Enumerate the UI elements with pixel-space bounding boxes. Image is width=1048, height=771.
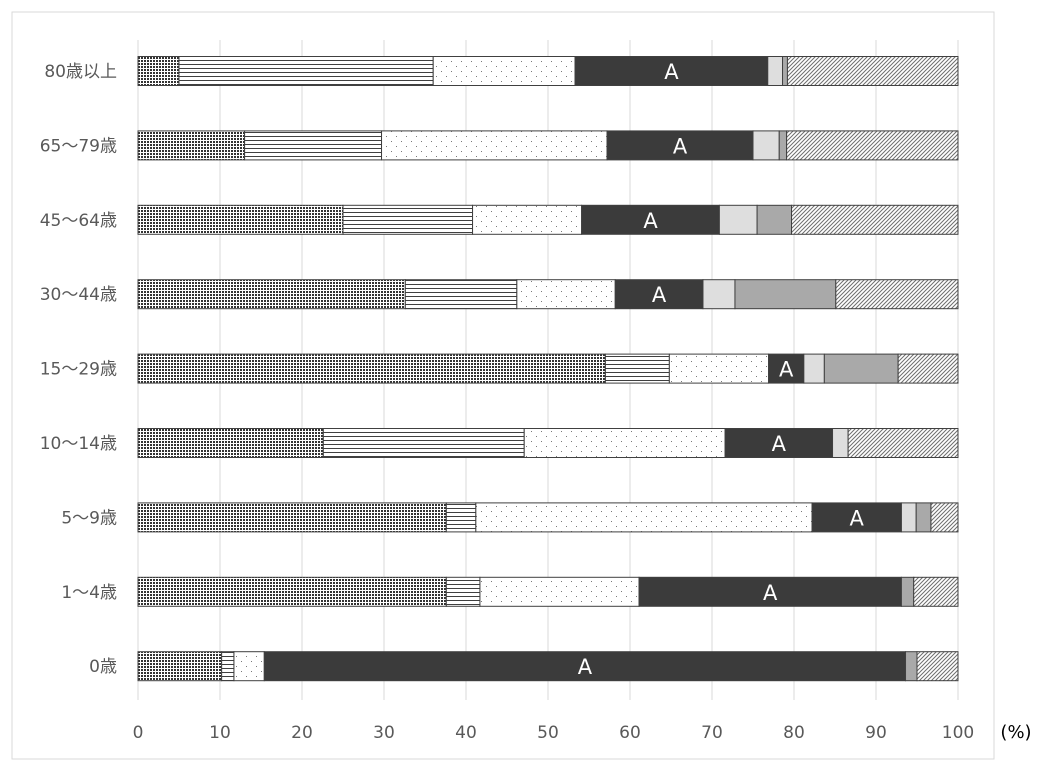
- x-tick-label: 0: [133, 723, 144, 743]
- bar-segment-horizontal-lines: [244, 130, 383, 161]
- segment-label: A: [652, 283, 667, 307]
- x-tick-label: 40: [455, 723, 477, 743]
- x-tick-label: 20: [291, 723, 313, 743]
- segment-label: A: [850, 506, 865, 530]
- bar-segment-mid-gray: [823, 353, 899, 384]
- category-label: 5〜9歳: [61, 508, 117, 528]
- bar-segment-dense-dots: [137, 279, 406, 310]
- x-tick-label: 60: [619, 723, 641, 743]
- bar-segment-diagonal-hatch: [791, 204, 959, 235]
- bar-segment-mid-gray: [756, 204, 793, 235]
- bar-segment-sparse-dots: [516, 279, 616, 310]
- bar-segment-diagonal-hatch: [897, 353, 959, 384]
- category-label: 10〜14歳: [40, 434, 117, 454]
- segment-label: A: [664, 60, 679, 84]
- bar-segment-light-gray: [718, 204, 758, 235]
- bars: A A A A A A A A A: [137, 56, 959, 682]
- bar-segment-light-gray: [767, 56, 784, 86]
- segment-label: A: [772, 432, 787, 456]
- bar-segment-mid-gray: [900, 576, 915, 607]
- segment-label: A: [673, 134, 688, 158]
- bar-segment-diagonal-hatch: [847, 428, 959, 458]
- x-tick-label: 100: [942, 723, 974, 743]
- bar-segment-light-gray: [702, 279, 736, 310]
- category-label: 15〜29歳: [40, 360, 117, 380]
- bar-segment-solid-black: [724, 428, 834, 458]
- bar-segment-sparse-dots: [432, 56, 576, 86]
- bar-segment-dense-dots: [137, 651, 223, 682]
- bar-segment-diagonal-hatch: [916, 651, 959, 682]
- bar-segment-horizontal-lines: [178, 56, 434, 86]
- bar-segment-diagonal-hatch: [913, 576, 959, 607]
- category-label: 45〜64歳: [40, 211, 117, 231]
- bar-segment-horizontal-lines: [322, 428, 525, 458]
- bar-segment-sparse-dots: [381, 130, 608, 161]
- bar-segment-sparse-dots: [523, 428, 726, 458]
- bar-segment-diagonal-hatch: [930, 502, 959, 533]
- category-label: 80歳以上: [44, 62, 117, 82]
- segment-label: A: [643, 209, 658, 233]
- bar-segment-solid-black: [606, 130, 754, 161]
- x-tick-label: 30: [373, 723, 395, 743]
- bar-segment-sparse-dots: [472, 204, 583, 235]
- bar-segment-horizontal-lines: [445, 502, 477, 533]
- category-label: 30〜44歳: [40, 285, 117, 305]
- bar-segment-dense-dots: [137, 502, 447, 533]
- x-tick-label: 70: [701, 723, 723, 743]
- x-tick-labels: 0 10 20 30 40 50 60 70 80 90 100: [133, 723, 975, 743]
- bar-segment-mid-gray: [905, 651, 918, 682]
- bar-segment-horizontal-lines: [445, 576, 481, 607]
- bar-segment-mid-gray: [915, 502, 932, 533]
- bar-segment-sparse-dots: [233, 651, 265, 682]
- segment-label: A: [779, 358, 794, 382]
- bar-segment-dense-dots: [137, 56, 180, 86]
- bar-segment-diagonal-hatch: [786, 56, 959, 86]
- x-tick-label: 50: [537, 723, 559, 743]
- bar-segment-diagonal-hatch: [786, 130, 959, 161]
- bar-segment-horizontal-lines: [604, 353, 670, 384]
- category-label: 1〜4歳: [61, 583, 117, 603]
- bar-segment-dense-dots: [137, 576, 447, 607]
- bar-segment-solid-black: [614, 279, 704, 310]
- bar-segment-mid-gray: [782, 56, 788, 86]
- x-tick-label: 90: [865, 723, 887, 743]
- bar-segment-horizontal-lines: [342, 204, 474, 235]
- bar-segment-diagonal-hatch: [835, 279, 959, 310]
- bar-segment-horizontal-lines: [404, 279, 518, 310]
- bar-segment-light-gray: [900, 502, 917, 533]
- bar-segment-sparse-dots: [479, 576, 640, 607]
- bar-segment-dense-dots: [137, 428, 324, 458]
- bar-segment-light-gray: [803, 353, 825, 384]
- segment-label: A: [578, 655, 593, 679]
- bar-segment-light-gray: [832, 428, 849, 458]
- bar-segment-light-gray: [752, 130, 780, 161]
- bar-segment-sparse-dots: [475, 502, 813, 533]
- bar-segment-mid-gray: [778, 130, 788, 161]
- bar-segment-dense-dots: [137, 130, 246, 161]
- x-tick-label: 80: [783, 723, 805, 743]
- segment-label: A: [763, 581, 778, 605]
- x-tick-label: 10: [209, 723, 231, 743]
- category-label: 0歳: [89, 657, 117, 677]
- bar-segment-dense-dots: [137, 353, 606, 384]
- chart-frame: [11, 11, 995, 760]
- bar-segment-mid-gray: [734, 279, 837, 310]
- x-axis-unit-label: (%): [1000, 722, 1031, 743]
- category-labels: 80歳以上 65〜79歳 45〜64歳 30〜44歳 15〜29歳 10〜14歳 5〜9歳 1…: [40, 62, 117, 677]
- bar-segment-sparse-dots: [668, 353, 770, 384]
- category-label: 65〜79歳: [40, 136, 117, 156]
- bar-segment-solid-black: [574, 56, 769, 86]
- bar-segment-horizontal-lines: [221, 651, 235, 682]
- bar-segment-solid-black: [768, 353, 805, 384]
- bar-segment-solid-black: [811, 502, 902, 533]
- bar-segment-dense-dots: [137, 204, 344, 235]
- bar-segment-solid-black: [263, 651, 907, 682]
